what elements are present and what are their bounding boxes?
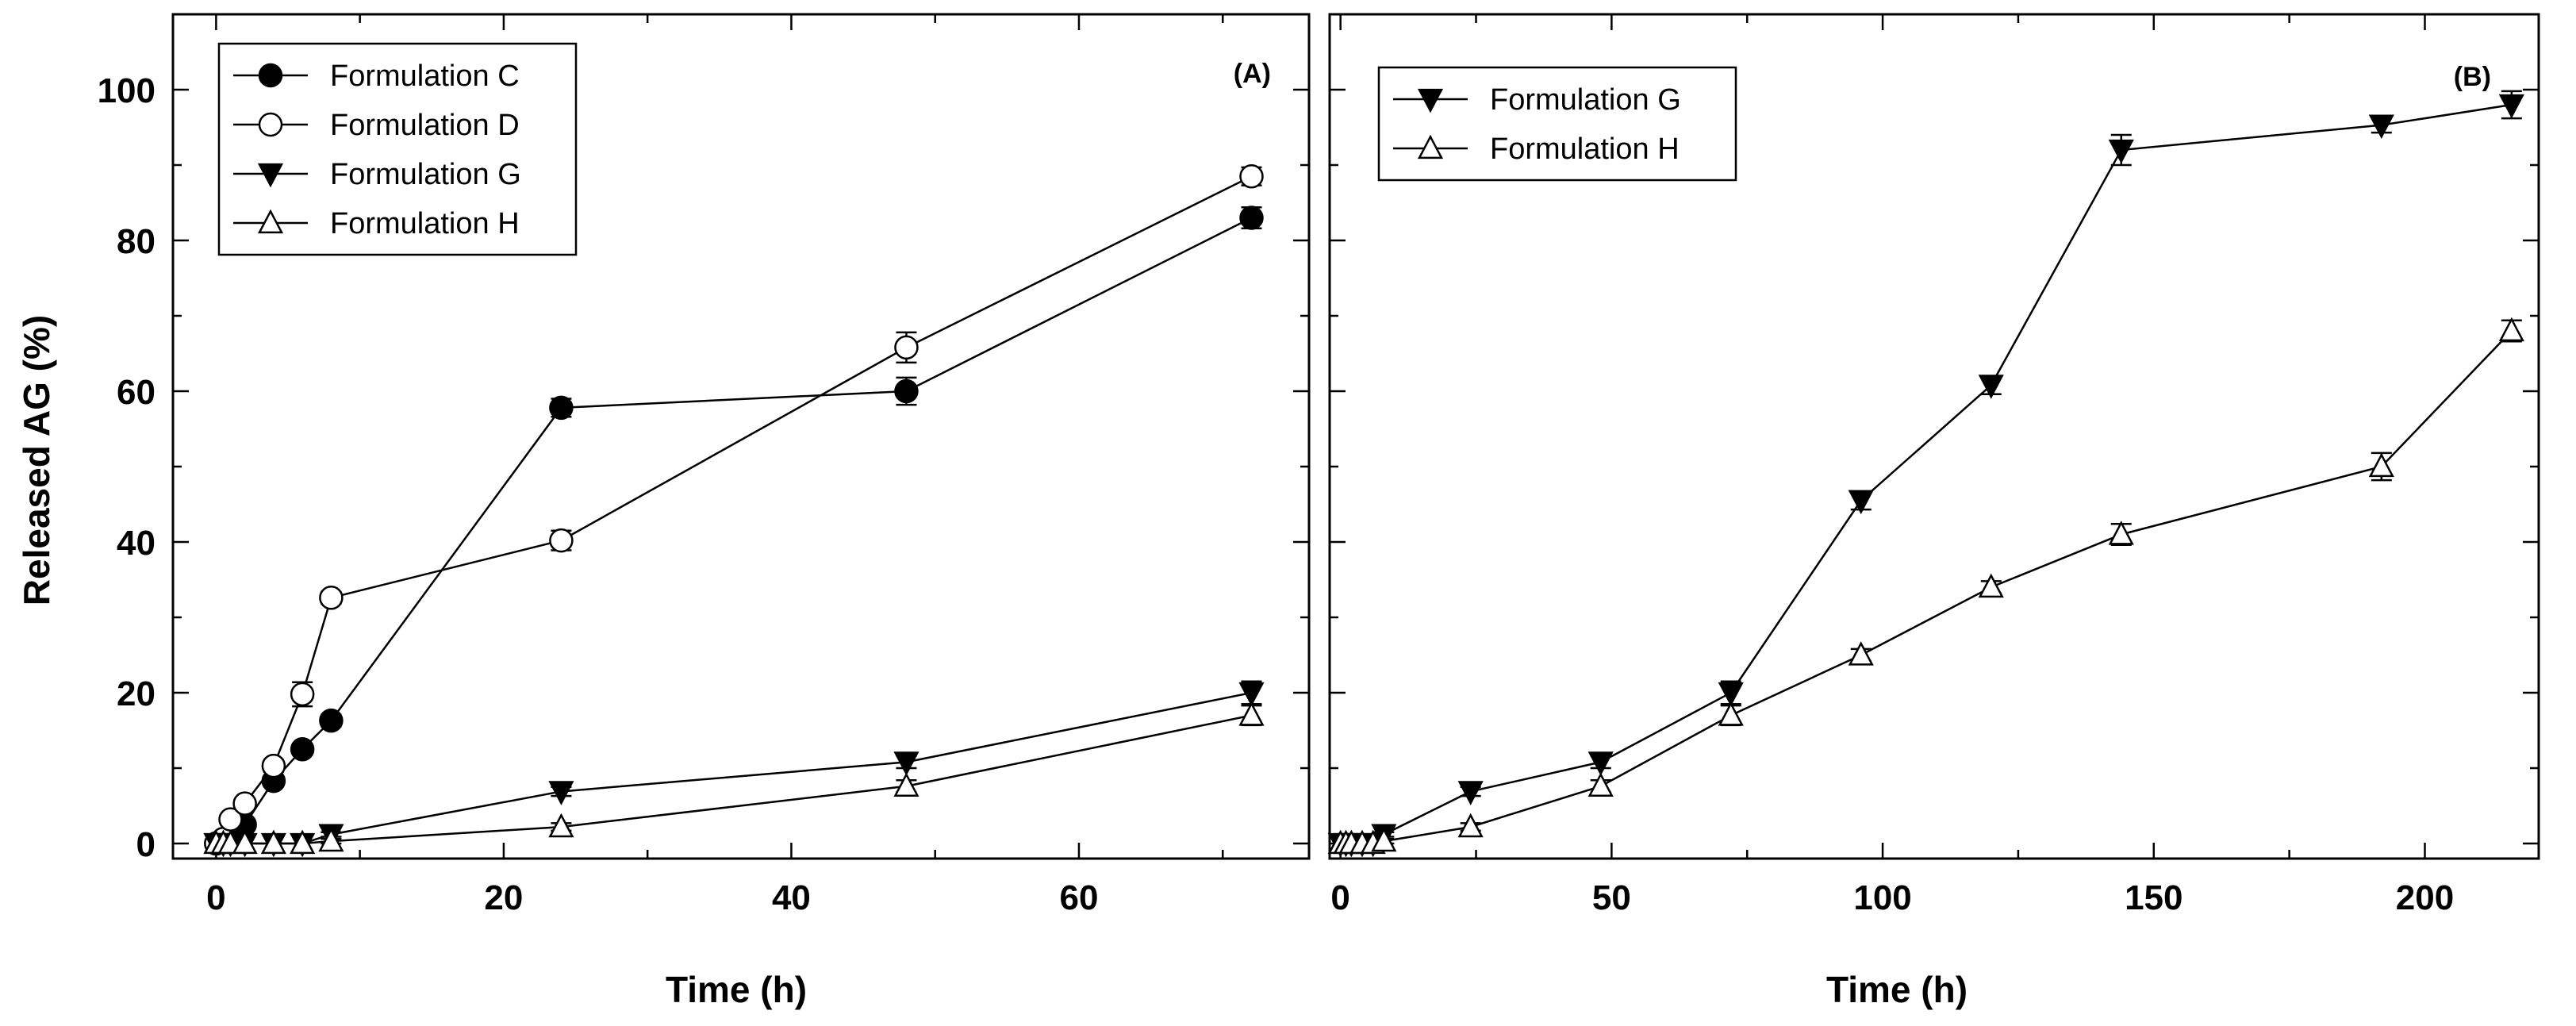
data-point — [1587, 751, 1614, 776]
legend-box — [1377, 66, 1737, 182]
data-point — [549, 528, 574, 553]
x-tick-label-b: 50 — [1592, 878, 1631, 917]
legend-label: Formulation D — [330, 109, 520, 142]
data-point — [1238, 682, 1265, 707]
x-tick-label-a: 60 — [1059, 878, 1098, 917]
data-point — [548, 813, 574, 838]
data-point — [2498, 317, 2524, 342]
data-point — [2368, 452, 2394, 478]
data-point — [1718, 682, 1744, 707]
x-tick-label-b: 100 — [1853, 878, 1911, 917]
x-tick-label-b: 0 — [1330, 878, 1349, 917]
series-line — [1340, 330, 2513, 845]
data-point — [2498, 94, 2524, 119]
series-line — [1340, 103, 2513, 845]
legend-label: Formulation G — [1490, 83, 1681, 117]
plot-frame-a — [171, 13, 1311, 860]
data-point — [319, 708, 344, 733]
data-point — [2108, 521, 2134, 545]
data-point — [261, 753, 286, 778]
series-formulation-c-a — [204, 206, 1264, 856]
data-point — [232, 829, 258, 855]
legend-a: Formulation C Formulation D Formulation G F… — [217, 42, 578, 256]
x-tick-label-a: 40 — [772, 878, 811, 917]
legend-marker — [257, 163, 284, 188]
x-tick-label-a: 0 — [206, 878, 225, 917]
data-point — [2108, 139, 2134, 164]
data-point — [548, 781, 574, 805]
legend-marker — [258, 112, 283, 137]
legend-marker — [258, 63, 283, 88]
series-line — [216, 714, 1252, 845]
data-point — [290, 737, 315, 762]
legend-marker — [1417, 134, 1444, 159]
data-point — [893, 772, 919, 797]
data-point — [1239, 206, 1264, 230]
data-point — [318, 827, 344, 852]
data-point — [894, 379, 919, 404]
y-axis-label: Released AG (%) — [16, 315, 57, 605]
x-tick-label-a: 20 — [484, 878, 523, 917]
y-tick-label: 80 — [117, 222, 155, 261]
data-point — [1978, 375, 2004, 399]
y-tick-label: 60 — [117, 373, 155, 412]
data-point — [232, 791, 257, 816]
data-point — [1587, 772, 1614, 797]
legend-marker — [257, 209, 284, 234]
series-formulation-g-a — [203, 680, 1265, 858]
data-point — [1371, 827, 1397, 852]
series-line — [216, 691, 1252, 845]
data-point — [260, 829, 286, 855]
data-point — [290, 682, 315, 707]
data-point — [1238, 701, 1265, 726]
data-point — [1718, 701, 1744, 726]
x-tick-label-b: 150 — [2125, 878, 2182, 917]
data-point — [1457, 781, 1484, 805]
series-line — [215, 175, 1253, 845]
legend-label: Formulation H — [330, 207, 520, 240]
legend-label: Formulation H — [1490, 133, 1680, 166]
y-tick-label: 100 — [98, 71, 155, 110]
series-line — [216, 217, 1253, 845]
data-point — [2368, 114, 2394, 140]
data-point — [894, 335, 919, 360]
panel-label-b: (B) — [2454, 62, 2491, 92]
data-point — [1848, 641, 1874, 666]
data-point — [1239, 164, 1264, 189]
series-formulation-h-b — [1327, 317, 2524, 855]
legend-marker — [1417, 88, 1444, 113]
panel-label-a: (A) — [1234, 59, 1271, 89]
data-point — [290, 829, 316, 855]
data-point — [549, 395, 574, 421]
legend-label: Formulation G — [330, 158, 521, 191]
plot-frame-b — [1328, 13, 2540, 860]
x-axis-label-a: Time (h) — [666, 969, 807, 1010]
x-axis-label-b: Time (h) — [1826, 969, 1968, 1010]
series-formulation-h-a — [203, 701, 1265, 855]
panel-a: Released AG (%) Time (h) (A) 0 20 40 60 80 10… — [16, 13, 1311, 1010]
series-formulation-g-b — [1327, 90, 2524, 858]
y-tick-label: 0 — [136, 825, 155, 864]
x-tick-label-b: 200 — [2396, 878, 2454, 917]
y-tick-label: 20 — [117, 674, 155, 713]
data-point — [1978, 573, 2004, 598]
legend-b: Formulation G Formulation H — [1377, 66, 1737, 182]
data-point — [893, 751, 919, 776]
legend-label: Formulation C — [330, 60, 520, 93]
y-tick-label: 40 — [117, 524, 155, 563]
data-point — [1457, 813, 1484, 838]
data-point — [1848, 490, 1874, 515]
series-formulation-d-a — [204, 164, 1264, 856]
data-point — [319, 586, 344, 610]
